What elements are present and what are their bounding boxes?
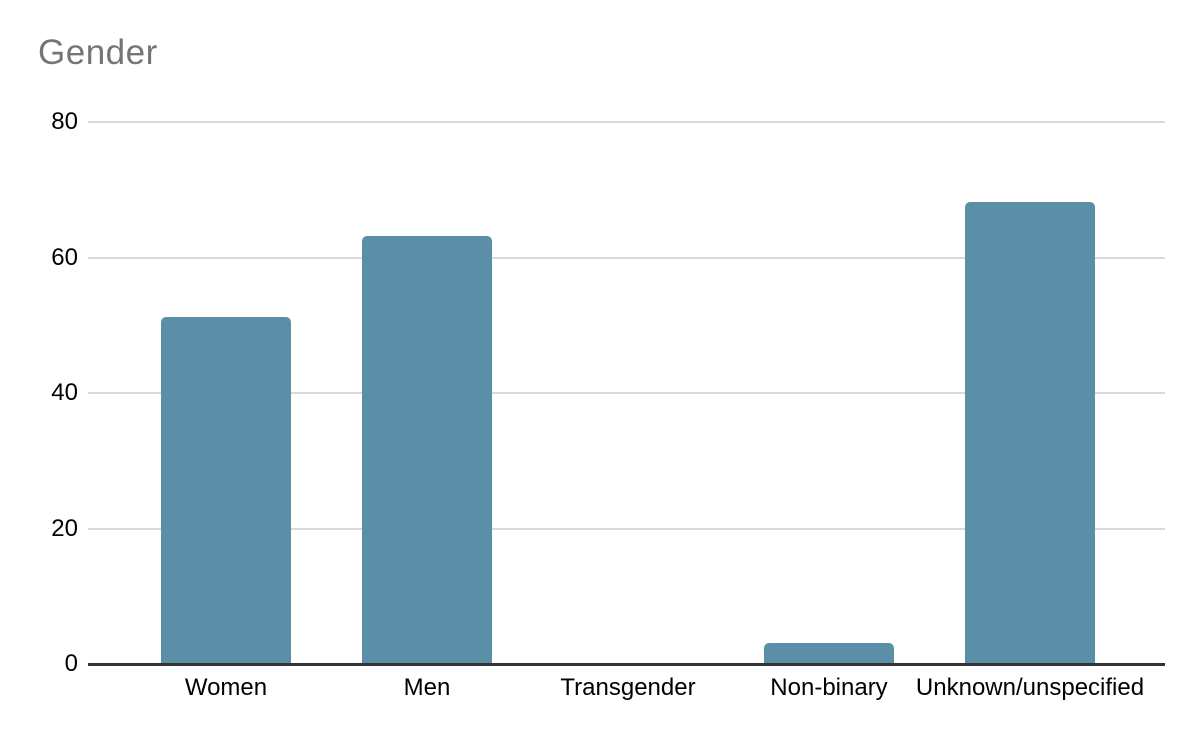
y-tick-label-80: 80 [51, 108, 78, 135]
x-axis-line [88, 663, 1165, 666]
x-category-label-men: Men [403, 674, 451, 701]
bar-non-binary [764, 643, 894, 663]
y-tick-label-40: 40 [51, 379, 78, 406]
gridline-60 [88, 256, 1165, 259]
y-tick-label-20: 20 [51, 514, 78, 542]
gridline-40 [88, 392, 1165, 394]
x-category-label-unknown-unspecified: Unknown/unspecified [915, 674, 1145, 701]
gridline-20 [88, 527, 1165, 530]
x-category-label-women: Women [184, 674, 268, 701]
y-tick-label-60: 60 [51, 243, 78, 271]
y-tick-label-0: 0 [64, 650, 78, 677]
x-category-label-non-binary: Non-binary [770, 674, 888, 701]
x-category-label-transgender: Transgender [560, 674, 696, 701]
bar-men [362, 236, 492, 663]
bar-unknown-unspecified [965, 202, 1095, 663]
bar-women [161, 317, 291, 663]
gridline-80 [88, 121, 1165, 123]
chart-title: Gender [38, 33, 158, 72]
